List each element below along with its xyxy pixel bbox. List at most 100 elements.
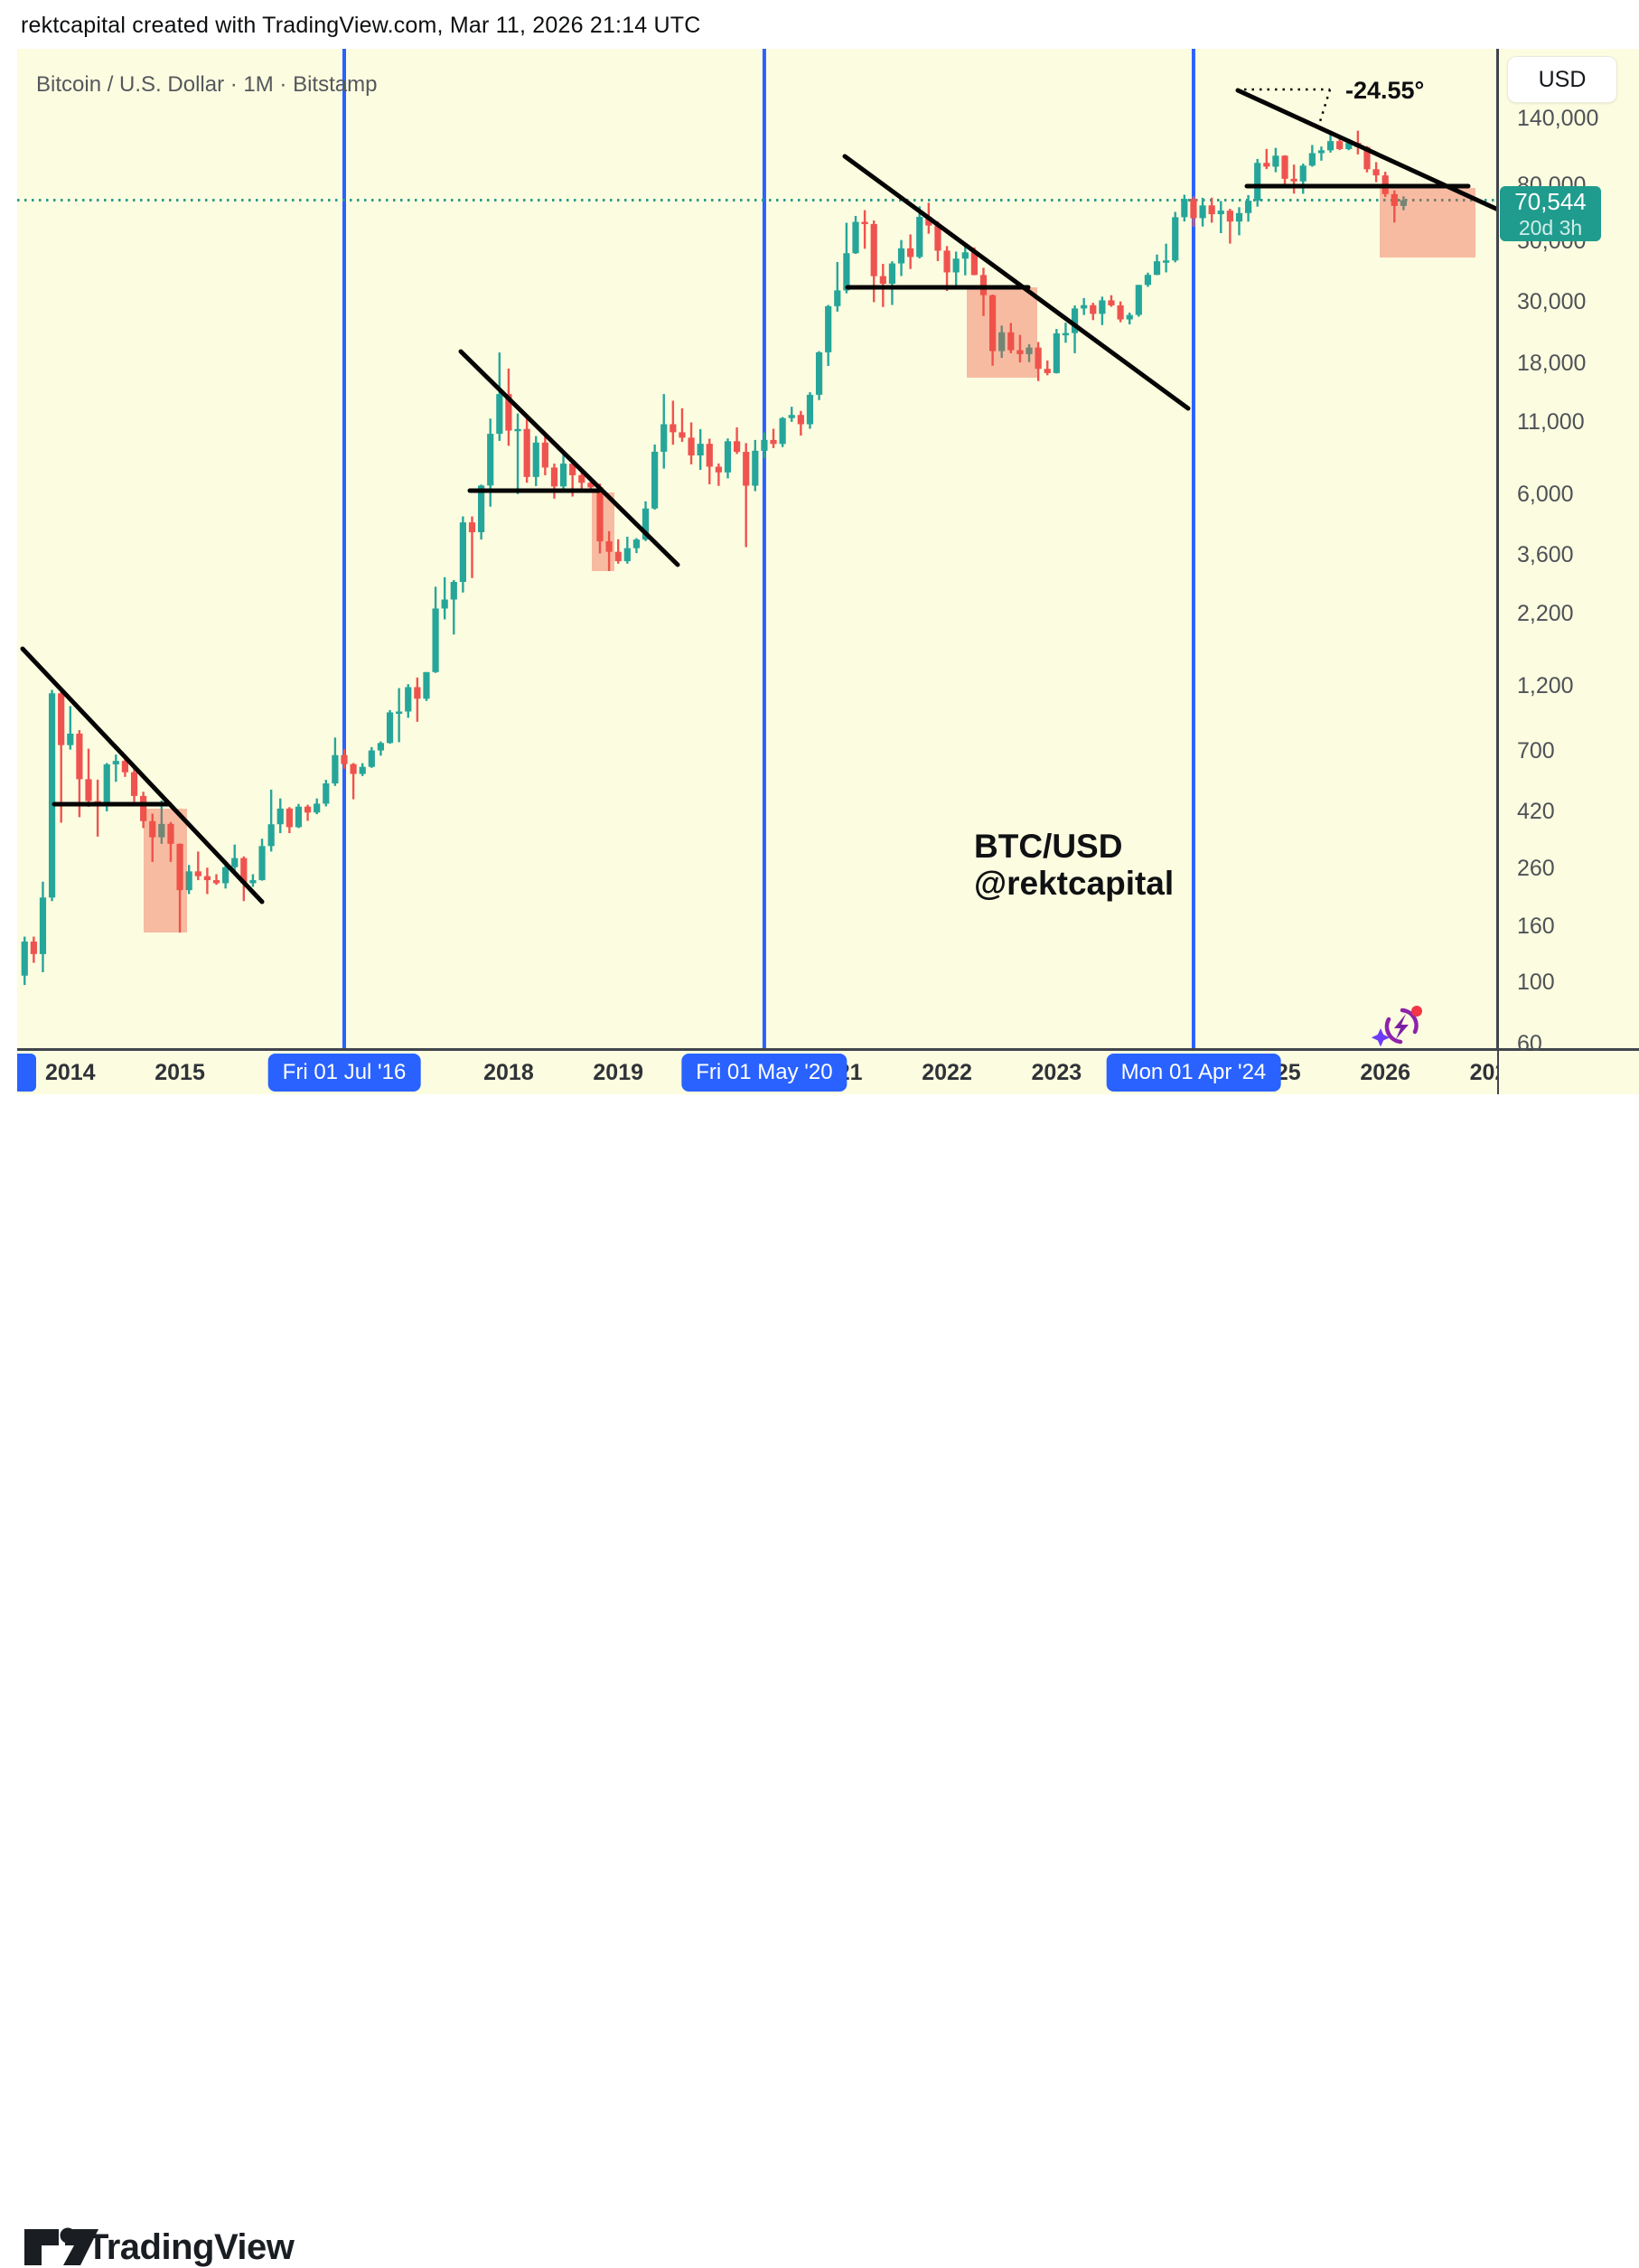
halving-date-badge[interactable]: Fri 01 May '20 <box>681 1054 848 1092</box>
candle-body[interactable] <box>1081 305 1088 309</box>
candle-body[interactable] <box>314 803 321 813</box>
candle-body[interactable] <box>715 466 722 473</box>
time-axis[interactable]: 2014201520182019202120222023202520262027… <box>17 1051 1497 1094</box>
trendline[interactable] <box>842 154 1191 411</box>
candle-body[interactable] <box>988 295 997 351</box>
price-zone-box[interactable] <box>592 492 614 571</box>
candle-body[interactable] <box>1317 150 1325 154</box>
candle-body[interactable] <box>1071 308 1079 333</box>
candle-body[interactable] <box>1299 165 1307 182</box>
candle-body[interactable] <box>734 441 741 453</box>
candle-body[interactable] <box>907 248 914 258</box>
candle-body[interactable] <box>1062 333 1070 336</box>
candle-body[interactable] <box>414 687 421 699</box>
candle-body[interactable] <box>550 467 558 487</box>
candle-body[interactable] <box>1117 305 1124 320</box>
candle-body[interactable] <box>368 750 375 767</box>
candle-body[interactable] <box>970 252 978 276</box>
candle-body[interactable] <box>569 464 576 475</box>
candle-body[interactable] <box>834 290 841 306</box>
candle-body[interactable] <box>679 432 686 438</box>
candle-body[interactable] <box>670 424 677 433</box>
candle-body[interactable] <box>952 258 960 273</box>
candle-body[interactable] <box>249 880 257 884</box>
candle-body[interactable] <box>167 823 174 844</box>
trendline[interactable] <box>1235 88 1498 212</box>
candle-body[interactable] <box>897 248 905 264</box>
candle-body[interactable] <box>779 417 786 445</box>
candle-body[interactable] <box>815 351 823 395</box>
candle-body[interactable] <box>39 897 47 954</box>
candle-body[interactable] <box>203 876 211 881</box>
candle-body[interactable] <box>240 858 248 884</box>
candle-body[interactable] <box>596 487 604 542</box>
candle-body[interactable] <box>559 464 567 487</box>
candle-body[interactable] <box>222 867 229 884</box>
candle-body[interactable] <box>441 599 448 609</box>
candle-body[interactable] <box>112 761 119 764</box>
candle-body[interactable] <box>925 217 932 226</box>
candle-body[interactable] <box>605 541 613 552</box>
candle-body[interactable] <box>103 764 110 805</box>
candle-body[interactable] <box>194 871 201 876</box>
candle-body[interactable] <box>1208 205 1215 215</box>
candle-body[interactable] <box>1181 199 1188 218</box>
candle-body[interactable] <box>961 252 969 259</box>
candle-body[interactable] <box>1163 260 1170 263</box>
candle-body[interactable] <box>1272 155 1279 167</box>
price-zone-box[interactable] <box>144 809 187 933</box>
candle-body[interactable] <box>76 733 83 780</box>
candle-body[interactable] <box>587 483 595 488</box>
candlestick-plot[interactable] <box>0 0 1639 1209</box>
candle-body[interactable] <box>130 772 138 796</box>
candle-body[interactable] <box>468 522 476 533</box>
candle-body[interactable] <box>505 394 512 431</box>
candle-body[interactable] <box>1244 201 1252 213</box>
candle-body[interactable] <box>85 779 92 801</box>
zone-boxes[interactable] <box>144 188 1475 933</box>
candle-body[interactable] <box>724 441 732 473</box>
candle-body[interactable] <box>323 783 330 804</box>
price-zone-box[interactable] <box>1380 188 1475 258</box>
candle-body[interactable] <box>1126 314 1133 320</box>
candle-body[interactable] <box>1336 141 1344 150</box>
candle-body[interactable] <box>1026 347 1033 354</box>
candle-body[interactable] <box>706 444 713 467</box>
candle-body[interactable] <box>1099 300 1106 314</box>
candle-body[interactable] <box>998 332 1006 351</box>
candle-body[interactable] <box>852 221 859 254</box>
candle-body[interactable] <box>478 485 485 533</box>
candle-body[interactable] <box>450 581 457 600</box>
candle-body[interactable] <box>879 276 886 285</box>
candle-body[interactable] <box>396 711 403 714</box>
halving-badge-stub[interactable] <box>17 1054 36 1092</box>
candle-body[interactable] <box>1016 350 1024 354</box>
candle-body[interactable] <box>934 225 941 251</box>
candle-body[interactable] <box>1007 332 1015 351</box>
candle-body[interactable] <box>578 474 585 483</box>
candle-body[interactable] <box>1290 178 1297 182</box>
candle-body[interactable] <box>697 444 704 456</box>
candle-body[interactable] <box>423 671 430 699</box>
candle-body[interactable] <box>377 743 385 751</box>
candle-body[interactable] <box>332 754 339 783</box>
candle-body[interactable] <box>1190 199 1197 219</box>
candle-body[interactable] <box>231 858 239 867</box>
candle-body[interactable] <box>496 394 503 435</box>
candle-body[interactable] <box>459 522 466 582</box>
candle-body[interactable] <box>30 942 37 954</box>
candle-body[interactable] <box>176 843 183 891</box>
candle-body[interactable] <box>212 880 220 884</box>
candle-body[interactable] <box>523 428 530 477</box>
candles-layer[interactable] <box>21 130 1408 986</box>
candle-body[interactable] <box>386 712 394 744</box>
candle-body[interactable] <box>158 823 165 838</box>
candle-body[interactable] <box>1400 200 1408 206</box>
candle-body[interactable] <box>614 551 622 562</box>
candle-body[interactable] <box>532 442 539 477</box>
candle-body[interactable] <box>286 808 293 828</box>
candle-body[interactable] <box>258 846 266 881</box>
candle-body[interactable] <box>660 424 668 452</box>
candle-body[interactable] <box>295 806 303 828</box>
candle-body[interactable] <box>432 608 439 672</box>
